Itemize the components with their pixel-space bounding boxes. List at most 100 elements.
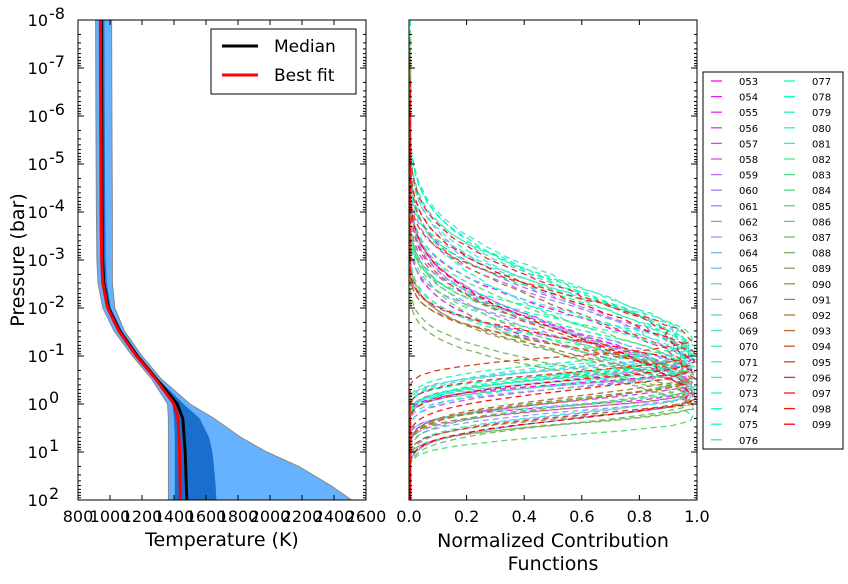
x-tick-label: 0.4 — [511, 507, 536, 526]
legend-b-label-053: 053 — [739, 77, 758, 88]
y-tick-label: 10 — [28, 443, 48, 462]
x-tick-label: 1400 — [154, 507, 195, 526]
legend-b-label-077: 077 — [812, 77, 831, 88]
legend-b-label-054: 054 — [739, 93, 758, 104]
confidence-band-inner — [98, 20, 217, 500]
y-tick-label: 10 — [28, 251, 48, 270]
x-tick-label: 2200 — [282, 507, 323, 526]
legend-b-label-094: 094 — [812, 342, 831, 353]
legend-b-label-065: 065 — [739, 264, 758, 275]
legend-b-label-066: 066 — [739, 280, 758, 291]
legend-b-label-091: 091 — [812, 295, 831, 306]
y-tick-label-exponent: 0 — [49, 388, 59, 407]
legend-b-label-058: 058 — [739, 155, 758, 166]
legend-b-label-072: 072 — [739, 373, 758, 384]
legend-b-label-099: 099 — [812, 420, 831, 431]
x-tick-label: 2600 — [346, 507, 387, 526]
legend-b-label-067: 067 — [739, 295, 758, 306]
legend-b-label-084: 084 — [812, 186, 831, 197]
legend-b-label-088: 088 — [812, 249, 831, 260]
legend-b-label-093: 093 — [812, 327, 831, 338]
x-tick-label: 1800 — [218, 507, 259, 526]
legend-a-box — [210, 28, 357, 95]
y-tick-label: 10 — [28, 11, 48, 30]
y-tick-label-exponent: 1 — [49, 436, 59, 455]
legend-b-label-086: 086 — [812, 217, 831, 228]
y-tick-label: 10 — [28, 59, 48, 78]
contribution-series-070 — [409, 135, 697, 500]
y-tick-label: 10 — [28, 155, 48, 174]
legend-b-label-064: 064 — [739, 249, 758, 260]
y-tick-label: 10 — [28, 299, 48, 318]
panel-a-background — [78, 20, 366, 500]
legend-b-label-056: 056 — [739, 124, 758, 135]
x-tick-label: 2400 — [314, 507, 355, 526]
legend-b-label-087: 087 — [812, 233, 831, 244]
y-tick-label: 10 — [28, 347, 48, 366]
legend-b-label-083: 083 — [812, 171, 831, 182]
legend-b-label-063: 063 — [739, 233, 758, 244]
legend-b-label-073: 073 — [739, 389, 758, 400]
contribution-series-087 — [409, 40, 696, 500]
confidence-band-outer — [95, 20, 353, 500]
legend-b-label-089: 089 — [812, 264, 831, 275]
legend-b-label-070: 070 — [739, 342, 758, 353]
legend-b-label-082: 082 — [812, 155, 831, 166]
legend-b-label-060: 060 — [739, 186, 758, 197]
legend-b-label-092: 092 — [812, 311, 831, 322]
legend-b: 053 054 055 056 057 058 059 060 061 062 063 064 065 0… — [702, 71, 844, 450]
legend-b-label-095: 095 — [812, 358, 831, 369]
legend-b-label-076: 076 — [739, 436, 758, 447]
contribution-series-085 — [409, 144, 695, 500]
x-tick-label: 0.6 — [569, 507, 594, 526]
y-tick-label-exponent: -7 — [49, 52, 65, 71]
x-tick-label: 800 — [63, 507, 94, 526]
legend-b-label-057: 057 — [739, 139, 758, 150]
legend-b-label-055: 055 — [739, 108, 758, 119]
x-axis-label-line2: Functions — [508, 553, 599, 575]
x-tick-label: 1600 — [186, 507, 227, 526]
legend-b-label-061: 061 — [739, 202, 758, 213]
contribution-series-098 — [409, 80, 696, 500]
contribution-functions-panel: 0.0 0.2 0.4 0.6 0.8 1.0 Normalized Contributi… — [396, 19, 710, 575]
y-tick-label-exponent: -2 — [49, 292, 65, 311]
legend-b-label-096: 096 — [812, 373, 831, 384]
legend-b-label-080: 080 — [812, 124, 831, 135]
y-axis-label: Pressure (bar) — [7, 193, 29, 327]
legend-b-label-062: 062 — [739, 217, 758, 228]
y-tick-label: 10 — [28, 107, 48, 126]
x-tick-label: 2000 — [250, 507, 291, 526]
legend-b-label-079: 079 — [812, 108, 831, 119]
legend-a: Median Best fit — [210, 28, 357, 95]
series-line-best-fit — [98, 20, 182, 500]
legend-b-box — [702, 71, 844, 450]
contribution-series-088 — [409, 159, 694, 500]
legend-b-label-074: 074 — [739, 405, 758, 416]
y-tick-label-exponent: -5 — [49, 148, 65, 167]
legend-b-label-059: 059 — [739, 171, 758, 182]
y-tick-label-exponent: -8 — [49, 4, 65, 23]
legend-b-label-090: 090 — [812, 280, 831, 291]
legend-b-label-097: 097 — [812, 389, 831, 400]
y-tick-label-exponent: -3 — [49, 244, 65, 263]
x-tick-label: 1200 — [122, 507, 163, 526]
contribution-series-069 — [409, 37, 696, 500]
x-tick-label: 1000 — [90, 507, 131, 526]
y-tick-label: 10 — [28, 203, 48, 222]
x-tick-label: 0.8 — [627, 507, 652, 526]
y-tick-label-exponent: -4 — [49, 196, 65, 215]
legend-best-fit-label: Best fit — [274, 66, 335, 86]
legend-b-label-098: 098 — [812, 405, 831, 416]
legend-median-label: Median — [274, 37, 336, 57]
y-tick-label-exponent: -6 — [49, 100, 65, 119]
y-tick-label: 10 — [28, 491, 48, 510]
contribution-series-099 — [409, 145, 693, 500]
legend-b-label-071: 071 — [739, 358, 758, 369]
x-tick-label: 0.0 — [396, 507, 421, 526]
legend-b-label-069: 069 — [739, 327, 758, 338]
x-tick-label: 0.2 — [454, 507, 479, 526]
x-axis-label: Temperature (K) — [144, 529, 299, 551]
y-tick-label-exponent: 2 — [49, 484, 59, 503]
